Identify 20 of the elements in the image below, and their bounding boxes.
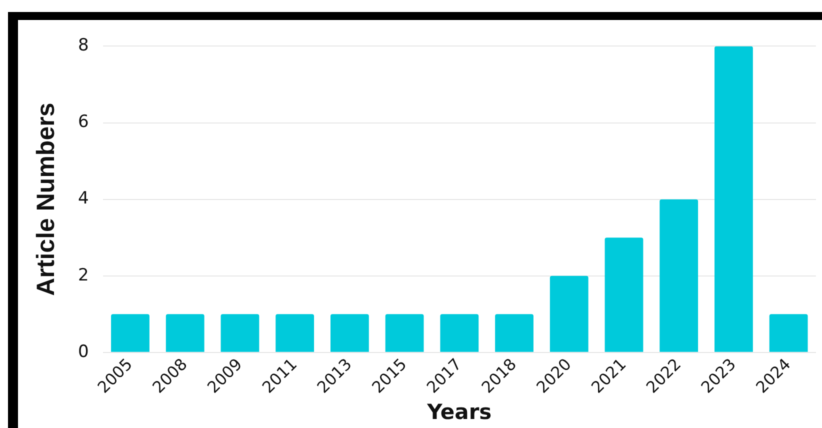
y-axis-title: Article Numbers (32, 102, 60, 296)
bar (550, 276, 588, 352)
bar (276, 314, 314, 352)
bar (220, 314, 260, 352)
bar (604, 238, 644, 352)
bar (714, 46, 753, 352)
bar (769, 314, 808, 352)
y-tick-label: 6 (78, 112, 89, 132)
bar (330, 314, 369, 352)
y-tick-label: 2 (78, 265, 89, 286)
bar (166, 314, 204, 352)
x-axis-title: Years (426, 400, 492, 424)
y-tick-label: 0 (78, 342, 89, 362)
bar (111, 314, 150, 352)
bar (495, 314, 534, 352)
bar (385, 314, 424, 352)
y-tick-label: 4 (78, 188, 89, 209)
y-tick-label: 8 (78, 36, 89, 56)
bar (440, 314, 479, 352)
bar (660, 199, 698, 352)
